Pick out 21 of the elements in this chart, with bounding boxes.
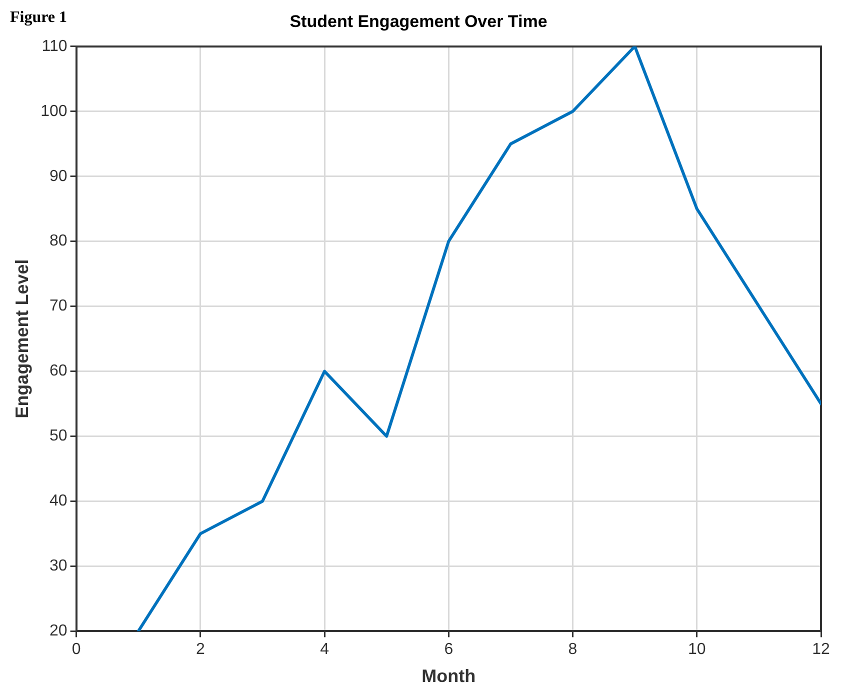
chart-title: Student Engagement Over Time bbox=[290, 12, 548, 31]
y-tick-label: 110 bbox=[42, 38, 68, 55]
x-tick-label: 6 bbox=[444, 641, 454, 658]
y-axis-title: Engagement Level bbox=[12, 259, 32, 418]
y-tick-label: 50 bbox=[50, 428, 68, 445]
y-tick-label: 70 bbox=[50, 298, 68, 315]
x-tick-label: 10 bbox=[688, 641, 706, 658]
x-axis-title: Month bbox=[422, 666, 476, 686]
y-tick-label: 20 bbox=[50, 622, 68, 640]
y-tick-label: 40 bbox=[50, 492, 68, 510]
x-tick-label: 8 bbox=[568, 641, 578, 658]
y-tick-label: 30 bbox=[50, 558, 68, 575]
x-tick-label: 12 bbox=[812, 641, 830, 658]
x-tick-label: 4 bbox=[320, 641, 330, 658]
y-tick-label: 80 bbox=[50, 232, 68, 250]
y-tick-label: 90 bbox=[50, 168, 68, 185]
x-tick-label: 0 bbox=[72, 641, 81, 658]
y-tick-label: 60 bbox=[50, 362, 68, 380]
caption: Figure 1 bbox=[10, 9, 68, 26]
x-tick-label: 2 bbox=[196, 641, 205, 658]
y-tick-label: 100 bbox=[40, 102, 68, 120]
